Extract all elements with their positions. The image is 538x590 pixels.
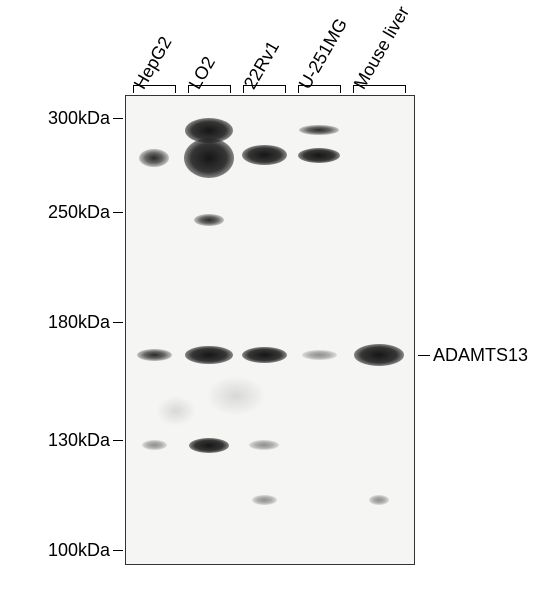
lane-tick [133, 85, 134, 93]
band [354, 344, 404, 366]
marker-tick [113, 440, 123, 441]
lane-bar [133, 85, 175, 86]
lane-tick [175, 85, 176, 93]
band [185, 346, 233, 364]
protein-tick [418, 355, 430, 356]
band [139, 149, 169, 167]
marker-label: 130kDa [45, 430, 110, 451]
lane-tick [285, 85, 286, 93]
lane-label: U-251MG [295, 15, 352, 93]
band [369, 495, 389, 505]
band [194, 214, 224, 226]
band [189, 438, 229, 453]
band [249, 440, 279, 450]
band [142, 440, 167, 450]
lane-label: HepG2 [130, 33, 177, 93]
lane-bar [353, 85, 405, 86]
marker-tick [113, 118, 123, 119]
lane-tick [340, 85, 341, 93]
marker-tick [113, 550, 123, 551]
lane-label: LO2 [185, 53, 220, 93]
lane-bar [188, 85, 230, 86]
lane-tick [188, 85, 189, 93]
band [252, 495, 277, 505]
lane-tick [353, 85, 354, 93]
band [298, 148, 340, 163]
band [299, 125, 339, 135]
lane-tick [230, 85, 231, 93]
band [302, 350, 337, 360]
marker-tick [113, 322, 123, 323]
marker-label: 100kDa [45, 540, 110, 561]
lane-tick [298, 85, 299, 93]
lane-bar [298, 85, 340, 86]
band [242, 145, 287, 165]
marker-label: 180kDa [45, 312, 110, 333]
band [137, 349, 172, 361]
blot-membrane [125, 95, 415, 565]
protein-label: ADAMTS13 [433, 345, 528, 366]
lane-bar [243, 85, 285, 86]
marker-label: 250kDa [45, 202, 110, 223]
marker-label: 300kDa [45, 108, 110, 129]
lane-tick [243, 85, 244, 93]
lane-tick [405, 85, 406, 93]
band [184, 138, 234, 178]
marker-tick [113, 212, 123, 213]
lane-label: Mouse liver [350, 3, 414, 93]
band [242, 347, 287, 363]
